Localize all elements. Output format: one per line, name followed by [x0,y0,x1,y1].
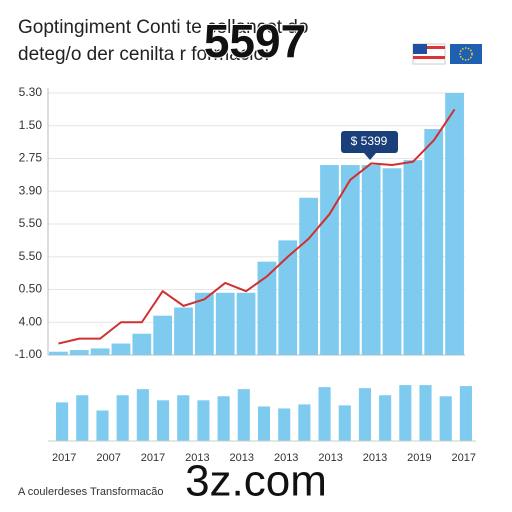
x-tick-label: 2017 [452,452,476,464]
y-tick-label: 0.50 [19,282,43,296]
mini-bar [379,395,392,441]
bar [361,165,381,355]
bar [382,168,402,355]
annotation: $ 5399 [351,134,388,148]
bar [445,93,464,355]
mini-bar [298,404,311,441]
bar [424,129,444,355]
bar [194,292,214,355]
chart-subtitle: deteg/o der cenilta r formacio: [18,44,269,65]
mini-bar [197,400,210,441]
mini-bar [76,395,89,441]
annotation-box [341,131,398,153]
bar [257,261,277,355]
x-tick-label: 2013 [274,452,298,464]
x-tick-label: 2017 [141,452,165,464]
mini-bar [257,406,271,441]
bar [174,307,193,355]
y-tick-label: 5.30 [19,85,43,99]
x-tick-label: 2007 [96,452,120,464]
mini-bar [459,386,472,441]
x-tick-label: 2017 [52,452,76,464]
overlay-text: 5597 [204,15,306,67]
bar [49,351,68,355]
x-tick-label: 2013 [363,452,387,464]
y-tick-label: 2.75 [19,151,43,165]
mini-bar [116,395,129,441]
mini-bar [318,387,331,441]
bar [153,315,173,355]
bar [340,165,360,355]
bar [132,333,152,355]
bar [236,292,256,355]
mini-bar [156,400,170,441]
x-tick-label: 2013 [318,452,342,464]
x-tick-label: 2013 [230,452,254,464]
y-tick-label: 1.50 [19,118,43,132]
bar [215,292,235,355]
y-tick-label: 3.90 [19,183,43,197]
mini-bar [56,402,69,441]
mini-bar [338,405,351,441]
mini-bar [217,396,230,441]
y-tick-label: 5.50 [19,216,43,230]
mini-bar [177,395,190,441]
watermark: 3z.com [185,457,327,506]
bar [278,240,298,355]
mini-bar [358,388,372,441]
flag-icons [412,43,482,65]
mini-bar [439,396,452,441]
x-tick-label: 2013 [185,452,209,464]
x-tick-label: 2019 [407,452,431,464]
y-tick-label: -1.00 [15,347,43,361]
mini-bar [399,385,412,441]
mini-bar [237,389,250,441]
y-tick-label: 5.50 [19,249,43,263]
bar [111,343,131,355]
y-tick-label: 4.00 [19,314,43,328]
bar [320,165,339,355]
mini-bar [278,408,291,441]
mini-bar [419,385,432,441]
caption: A coulerdeses Transformacão [18,486,164,498]
mini-bar [136,389,149,441]
bar [299,197,319,355]
bar [69,350,89,355]
bar [90,348,110,355]
line [58,108,456,345]
annotation-pointer [364,153,376,160]
bar [403,160,423,355]
mini-bar [96,410,109,441]
chart-title: Goptingiment Conti te collancot do [18,17,308,38]
